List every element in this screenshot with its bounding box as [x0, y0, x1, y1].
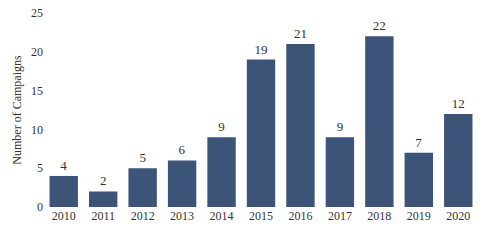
- svg-text:9: 9: [218, 119, 225, 134]
- svg-text:Number of Campaigns: Number of Campaigns: [10, 55, 24, 165]
- svg-text:2020: 2020: [446, 209, 470, 223]
- svg-text:2010: 2010: [52, 209, 76, 223]
- svg-text:2: 2: [100, 173, 107, 188]
- svg-text:12: 12: [452, 96, 465, 111]
- svg-text:25: 25: [31, 6, 43, 20]
- svg-text:2016: 2016: [288, 209, 312, 223]
- svg-text:2017: 2017: [328, 209, 352, 223]
- svg-text:21: 21: [294, 26, 307, 41]
- svg-text:5: 5: [37, 161, 43, 175]
- svg-text:4: 4: [60, 158, 67, 173]
- svg-text:2019: 2019: [407, 209, 431, 223]
- svg-text:2012: 2012: [131, 209, 155, 223]
- svg-text:9: 9: [337, 119, 344, 134]
- svg-text:10: 10: [31, 123, 43, 137]
- svg-text:2011: 2011: [91, 209, 115, 223]
- svg-text:2015: 2015: [249, 209, 273, 223]
- svg-text:0: 0: [37, 200, 43, 214]
- svg-text:15: 15: [31, 84, 43, 98]
- svg-text:6: 6: [179, 142, 186, 157]
- svg-text:22: 22: [373, 18, 386, 33]
- svg-text:19: 19: [255, 42, 268, 57]
- svg-text:2013: 2013: [170, 209, 194, 223]
- svg-text:20: 20: [31, 45, 43, 59]
- svg-text:5: 5: [139, 150, 146, 165]
- svg-text:2014: 2014: [210, 209, 234, 223]
- svg-text:2018: 2018: [367, 209, 391, 223]
- svg-text:7: 7: [415, 135, 422, 150]
